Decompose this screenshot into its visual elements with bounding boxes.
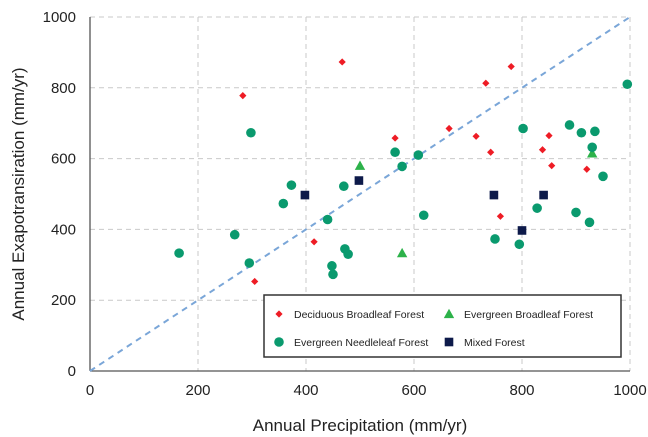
x-tick-labels: 0 200 400 600 800 1000	[86, 382, 647, 399]
point-deciduous-broadleaf-forest	[548, 162, 556, 170]
y-tick-label: 800	[51, 80, 76, 97]
point-evergreen-needleleaf-forest	[397, 161, 407, 172]
point-evergreen-needleleaf-forest	[229, 229, 240, 240]
point-evergreen-broadleaf-forest	[354, 160, 366, 170]
point-deciduous-broadleaf-forest	[310, 238, 318, 246]
point-deciduous-broadleaf-forest	[445, 124, 453, 133]
y-axis-label: Annual Exapotransiration (mm/yr)	[9, 67, 28, 320]
x-tick-label: 600	[401, 382, 426, 399]
x-tick-label: 400	[293, 382, 318, 399]
x-tick-label: 0	[86, 382, 94, 399]
legend-marker	[444, 337, 454, 347]
point-deciduous-broadleaf-forest	[538, 146, 547, 154]
one-to-one-line	[89, 16, 631, 372]
point-evergreen-needleleaf-forest	[244, 258, 255, 268]
data-points	[174, 58, 633, 286]
point-deciduous-broadleaf-forest	[583, 165, 591, 173]
y-tick-label: 1000	[43, 9, 76, 26]
point-evergreen-needleleaf-forest	[590, 126, 600, 137]
y-tick-label: 0	[68, 363, 76, 380]
point-evergreen-needleleaf-forest	[598, 171, 608, 182]
legend-label: Deciduous Broadleaf Forest	[294, 309, 424, 321]
point-evergreen-needleleaf-forest	[328, 269, 338, 280]
point-deciduous-broadleaf-forest	[545, 131, 553, 140]
legend-marker	[274, 337, 284, 347]
point-evergreen-needleleaf-forest	[564, 120, 575, 130]
point-evergreen-needleleaf-forest	[576, 127, 587, 138]
point-deciduous-broadleaf-forest	[472, 132, 480, 140]
point-deciduous-broadleaf-forest	[391, 134, 399, 142]
point-evergreen-needleleaf-forest	[246, 127, 256, 138]
y-tick-label: 600	[51, 151, 76, 168]
point-evergreen-needleleaf-forest	[418, 210, 429, 221]
y-tick-labels: 0 200 400 600 800 1000	[43, 9, 76, 380]
point-evergreen-needleleaf-forest	[322, 214, 333, 225]
point-evergreen-needleleaf-forest	[343, 249, 353, 259]
point-evergreen-needleleaf-forest	[532, 203, 542, 213]
point-mixed-forest	[354, 176, 364, 185]
point-mixed-forest	[517, 226, 527, 235]
legend-marker	[275, 310, 283, 318]
legend-marker	[443, 308, 455, 319]
axes	[89, 17, 630, 372]
x-axis-label: Annual Precipitation (mm/yr)	[253, 416, 467, 435]
point-deciduous-broadleaf-forest	[239, 91, 247, 100]
point-deciduous-broadleaf-forest	[496, 212, 504, 220]
point-evergreen-needleleaf-forest	[174, 248, 184, 258]
point-deciduous-broadleaf-forest	[338, 58, 346, 66]
point-evergreen-needleleaf-forest	[584, 217, 595, 228]
point-evergreen-needleleaf-forest	[413, 150, 424, 160]
legend-box	[263, 294, 622, 358]
point-evergreen-broadleaf-forest	[587, 148, 598, 158]
point-deciduous-broadleaf-forest	[482, 79, 490, 87]
point-evergreen-needleleaf-forest	[278, 198, 289, 209]
point-mixed-forest	[539, 190, 548, 200]
y-tick-label: 400	[51, 221, 76, 238]
point-evergreen-needleleaf-forest	[286, 180, 297, 190]
point-evergreen-needleleaf-forest	[390, 147, 400, 158]
point-evergreen-needleleaf-forest	[622, 79, 633, 90]
y-tick-label: 200	[51, 292, 76, 309]
legend-label: Evergreen Needleleaf Forest	[294, 337, 428, 349]
point-deciduous-broadleaf-forest	[507, 62, 515, 71]
point-evergreen-needleleaf-forest	[339, 181, 349, 192]
point-evergreen-needleleaf-forest	[587, 142, 597, 153]
x-tick-label: 800	[509, 382, 534, 399]
point-evergreen-needleleaf-forest	[571, 207, 581, 218]
point-evergreen-needleleaf-forest	[327, 261, 337, 271]
legend-label: Mixed Forest	[464, 337, 525, 349]
legend: Deciduous Broadleaf Forest Evergreen Broa…	[263, 294, 622, 358]
point-mixed-forest	[489, 190, 499, 200]
point-deciduous-broadleaf-forest	[251, 277, 259, 286]
legend-label: Evergreen Broadleaf Forest	[464, 309, 593, 321]
point-evergreen-broadleaf-forest	[396, 247, 408, 258]
x-tick-label: 200	[185, 382, 210, 399]
point-deciduous-broadleaf-forest	[487, 148, 495, 156]
point-mixed-forest	[300, 190, 310, 200]
point-evergreen-needleleaf-forest	[490, 234, 500, 244]
point-evergreen-needleleaf-forest	[518, 123, 528, 134]
point-evergreen-needleleaf-forest	[514, 239, 525, 250]
x-tick-label: 1000	[613, 382, 646, 399]
